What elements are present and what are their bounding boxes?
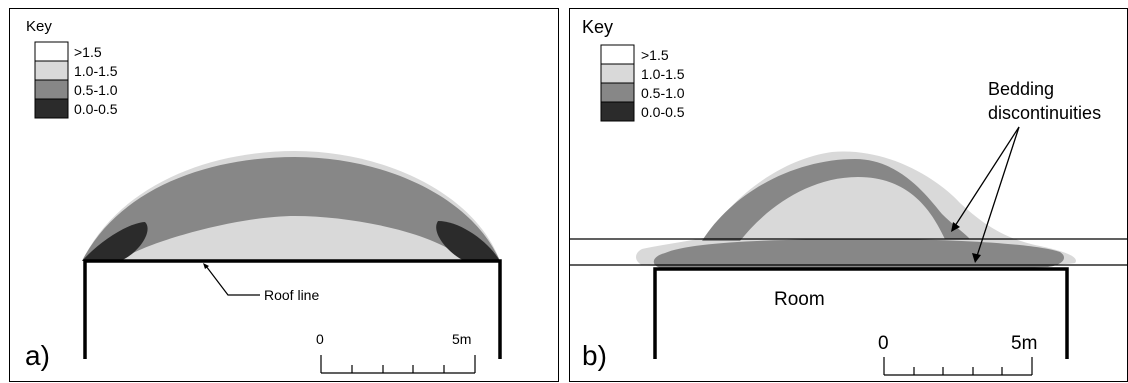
legend-swatch-0-0-0-5 (34, 98, 69, 119)
arrow-head-icon (951, 222, 960, 232)
room-outline (83, 259, 502, 359)
room-label: Room (774, 289, 825, 310)
roof-line-pointer (205, 265, 260, 296)
legend-swatch-gt-1-5 (34, 41, 69, 62)
scale-start-label: 0 (316, 331, 324, 347)
legend-swatch-1-0-1-5 (600, 63, 635, 84)
contour-zones-a (82, 151, 500, 261)
zone-0-0-0-5-right (436, 221, 500, 261)
zone-0-0-0-5-left (82, 222, 148, 261)
bedding-pointer-upper (954, 126, 1020, 227)
roof-line-label: Roof line (264, 287, 319, 303)
legend-label: 0.0-0.5 (641, 104, 685, 120)
arrow-head-icon (203, 263, 209, 269)
legend-label: 1.0-1.5 (74, 63, 118, 79)
legend-swatch-0-5-1-0 (34, 79, 69, 100)
legend-label: 0.5-1.0 (641, 85, 685, 101)
legend-swatch-0-5-1-0 (600, 82, 635, 103)
bedding-label-line2: discontinuities (988, 103, 1101, 123)
legend-title: Key (26, 18, 52, 35)
scale-bar-a: 0 5m (316, 331, 476, 374)
contour-zones-b (636, 151, 1076, 270)
bedding-label-line1: Bedding (988, 79, 1054, 99)
bedding-pointer-lower (976, 126, 1020, 257)
legend-label: >1.5 (641, 47, 669, 63)
scale-end-label: 5m (452, 331, 471, 347)
panel-b-figure: Key >1.5 1.0-1.5 0.5-1.0 0.0-0.5 Room Be… (570, 17, 1127, 376)
scale-end-label: 5m (1011, 333, 1037, 354)
panel-letter-b: b) (582, 340, 607, 371)
arrow-head-icon (972, 253, 981, 263)
zone-0-5-1-0-arch (702, 159, 970, 241)
bedding-annotation: Bedding discontinuities (951, 79, 1101, 263)
legend-label: >1.5 (74, 44, 102, 60)
zone-0-5-1-0-band (653, 239, 1064, 270)
legend-swatch-0-0-0-5 (600, 101, 635, 122)
legend-label: 1.0-1.5 (641, 66, 685, 82)
legend-label: 0.0-0.5 (74, 101, 118, 117)
legend-a: Key >1.5 1.0-1.5 0.5-1.0 0.0-0.5 (26, 18, 118, 119)
panel-letter-a: a) (25, 340, 50, 371)
room-outline (653, 267, 1069, 359)
roof-line-annotation: Roof line (203, 263, 319, 303)
scale-start-label: 0 (878, 333, 889, 354)
panel-a: Key >1.5 1.0-1.5 0.5-1.0 0.0-0.5 Roof li… (9, 8, 559, 382)
legend-title: Key (582, 17, 613, 37)
zone-0-5-1-0 (82, 157, 500, 261)
scale-bar-b: 0 5m (878, 333, 1037, 376)
legend-label: 0.5-1.0 (74, 82, 118, 98)
panel-a-figure: Key >1.5 1.0-1.5 0.5-1.0 0.0-0.5 Roof li… (25, 18, 502, 374)
legend-b: Key >1.5 1.0-1.5 0.5-1.0 0.0-0.5 (582, 17, 685, 122)
legend-swatch-1-0-1-5 (34, 60, 69, 81)
legend-swatch-gt-1-5 (600, 44, 635, 65)
panel-b: Key >1.5 1.0-1.5 0.5-1.0 0.0-0.5 Room Be… (569, 8, 1128, 382)
